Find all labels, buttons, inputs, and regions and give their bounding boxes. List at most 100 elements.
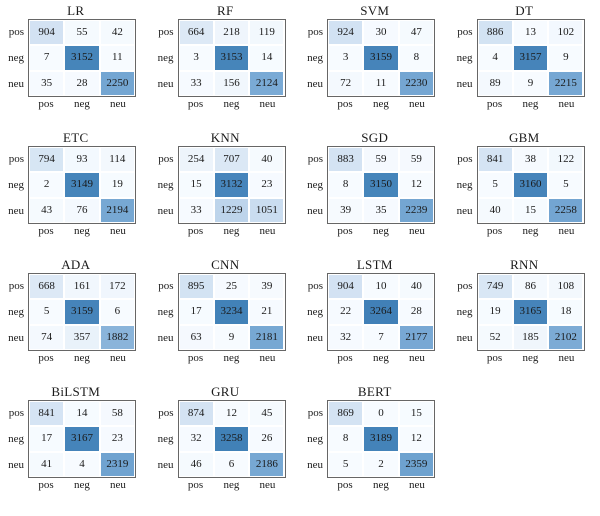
panel-title: GRU <box>156 385 296 399</box>
matrix-cell: 28 <box>399 299 434 324</box>
x-tick-labels: posnegneu <box>28 98 136 110</box>
confusion-matrix: 8741245323258264662186 <box>178 400 286 478</box>
matrix-cell: 74 <box>29 325 64 350</box>
matrix-cell: 46 <box>179 452 214 477</box>
confusion-matrix-panel: DTposnegneu886131024315798992215posnegne… <box>455 4 595 129</box>
x-tick: pos <box>28 352 64 364</box>
matrix-cell: 2359 <box>399 452 434 477</box>
matrix-cell: 38 <box>513 147 548 172</box>
matrix-cell: 2239 <box>399 198 434 223</box>
matrix-cell: 3132 <box>214 172 249 197</box>
confusion-matrix-panel: SVMposnegneu924304733159872112230posnegn… <box>305 4 445 129</box>
panel-title: SVM <box>305 4 445 18</box>
x-tick: neg <box>363 352 399 364</box>
y-tick-labels: posnegneu <box>156 273 176 351</box>
matrix-cell: 841 <box>478 147 513 172</box>
x-tick: neg <box>64 352 100 364</box>
x-tick: neg <box>64 479 100 491</box>
x-tick: neg <box>64 225 100 237</box>
x-tick: neg <box>513 352 549 364</box>
matrix-cell: 3167 <box>64 426 99 451</box>
y-tick: pos <box>6 19 26 45</box>
x-tick-labels: posnegneu <box>327 479 435 491</box>
y-tick-labels: posnegneu <box>156 400 176 478</box>
matrix-cell: 14 <box>249 45 284 70</box>
x-tick: neg <box>214 479 250 491</box>
matrix-cell: 2186 <box>249 452 284 477</box>
matrix-wrap: posnegneu8741245323258264662186posnegneu <box>178 400 294 491</box>
matrix-wrap: posnegneu8952539173234216392181posnegneu <box>178 273 294 364</box>
x-tick: neg <box>513 98 549 110</box>
y-tick: neu <box>305 452 325 478</box>
matrix-wrap: posnegneu9045542731521135282250posnegneu <box>28 19 144 110</box>
matrix-cell: 904 <box>29 20 64 45</box>
confusion-matrix-panel: ADAposnegneu668161172531596743571882posn… <box>6 258 146 383</box>
matrix-cell: 3159 <box>64 299 99 324</box>
x-tick-labels: posnegneu <box>477 352 585 364</box>
matrix-cell: 3234 <box>214 299 249 324</box>
matrix-cell: 2102 <box>548 325 583 350</box>
matrix-cell: 3 <box>179 45 214 70</box>
matrix-cell: 185 <box>513 325 548 350</box>
y-tick: pos <box>156 400 176 426</box>
y-tick: pos <box>455 273 475 299</box>
matrix-cell: 904 <box>328 274 363 299</box>
x-tick: neu <box>399 225 435 237</box>
panel-title: RNN <box>455 258 595 272</box>
y-tick-labels: posnegneu <box>6 19 26 97</box>
matrix-cell: 2215 <box>548 71 583 96</box>
matrix-cell: 218 <box>214 20 249 45</box>
matrix-cell: 357 <box>64 325 99 350</box>
matrix-cell: 11 <box>363 71 398 96</box>
x-tick: neg <box>64 98 100 110</box>
x-tick: neu <box>399 479 435 491</box>
matrix-cell: 254 <box>179 147 214 172</box>
confusion-matrix-panel: KNNposnegneu25470740153132233312291051po… <box>156 131 296 256</box>
x-tick-labels: posnegneu <box>477 225 585 237</box>
matrix-cell: 32 <box>328 325 363 350</box>
matrix-cell: 47 <box>399 20 434 45</box>
y-tick: neg <box>6 45 26 71</box>
y-tick: pos <box>305 273 325 299</box>
matrix-cell: 30 <box>363 20 398 45</box>
x-tick-labels: posnegneu <box>28 225 136 237</box>
x-tick-labels: posnegneu <box>28 352 136 364</box>
matrix-cell: 4 <box>64 452 99 477</box>
matrix-wrap: posnegneu886131024315798992215posnegneu <box>477 19 593 110</box>
matrix-cell: 1051 <box>249 198 284 223</box>
x-tick-labels: posnegneu <box>178 98 286 110</box>
matrix-cell: 8 <box>328 426 363 451</box>
matrix-cell: 156 <box>214 71 249 96</box>
y-tick: neu <box>455 71 475 97</box>
y-tick: neg <box>156 426 176 452</box>
y-tick: pos <box>156 273 176 299</box>
panel-title: LR <box>6 4 146 18</box>
x-tick: neu <box>100 98 136 110</box>
matrix-cell: 40 <box>399 274 434 299</box>
x-tick: neu <box>250 479 286 491</box>
matrix-cell: 9 <box>548 45 583 70</box>
y-tick: neg <box>455 299 475 325</box>
matrix-cell: 23 <box>100 426 135 451</box>
matrix-cell: 2194 <box>100 198 135 223</box>
matrix-cell: 886 <box>478 20 513 45</box>
matrix-cell: 40 <box>249 147 284 172</box>
matrix-cell: 42 <box>100 20 135 45</box>
x-tick: neg <box>513 225 549 237</box>
y-tick: neu <box>455 198 475 224</box>
y-tick: pos <box>305 400 325 426</box>
panel-title: DT <box>455 4 595 18</box>
matrix-cell: 22 <box>328 299 363 324</box>
matrix-cell: 26 <box>249 426 284 451</box>
matrix-cell: 8 <box>399 45 434 70</box>
matrix-cell: 40 <box>478 198 513 223</box>
matrix-cell: 5 <box>478 172 513 197</box>
y-tick-labels: posnegneu <box>6 146 26 224</box>
y-tick: neu <box>305 71 325 97</box>
matrix-cell: 114 <box>100 147 135 172</box>
confusion-matrix: 7498610819316518521852102 <box>477 273 585 351</box>
confusion-matrix: 8411458173167234142319 <box>28 400 136 478</box>
panel-title: BiLSTM <box>6 385 146 399</box>
x-tick: pos <box>178 352 214 364</box>
y-tick-labels: posnegneu <box>6 400 26 478</box>
